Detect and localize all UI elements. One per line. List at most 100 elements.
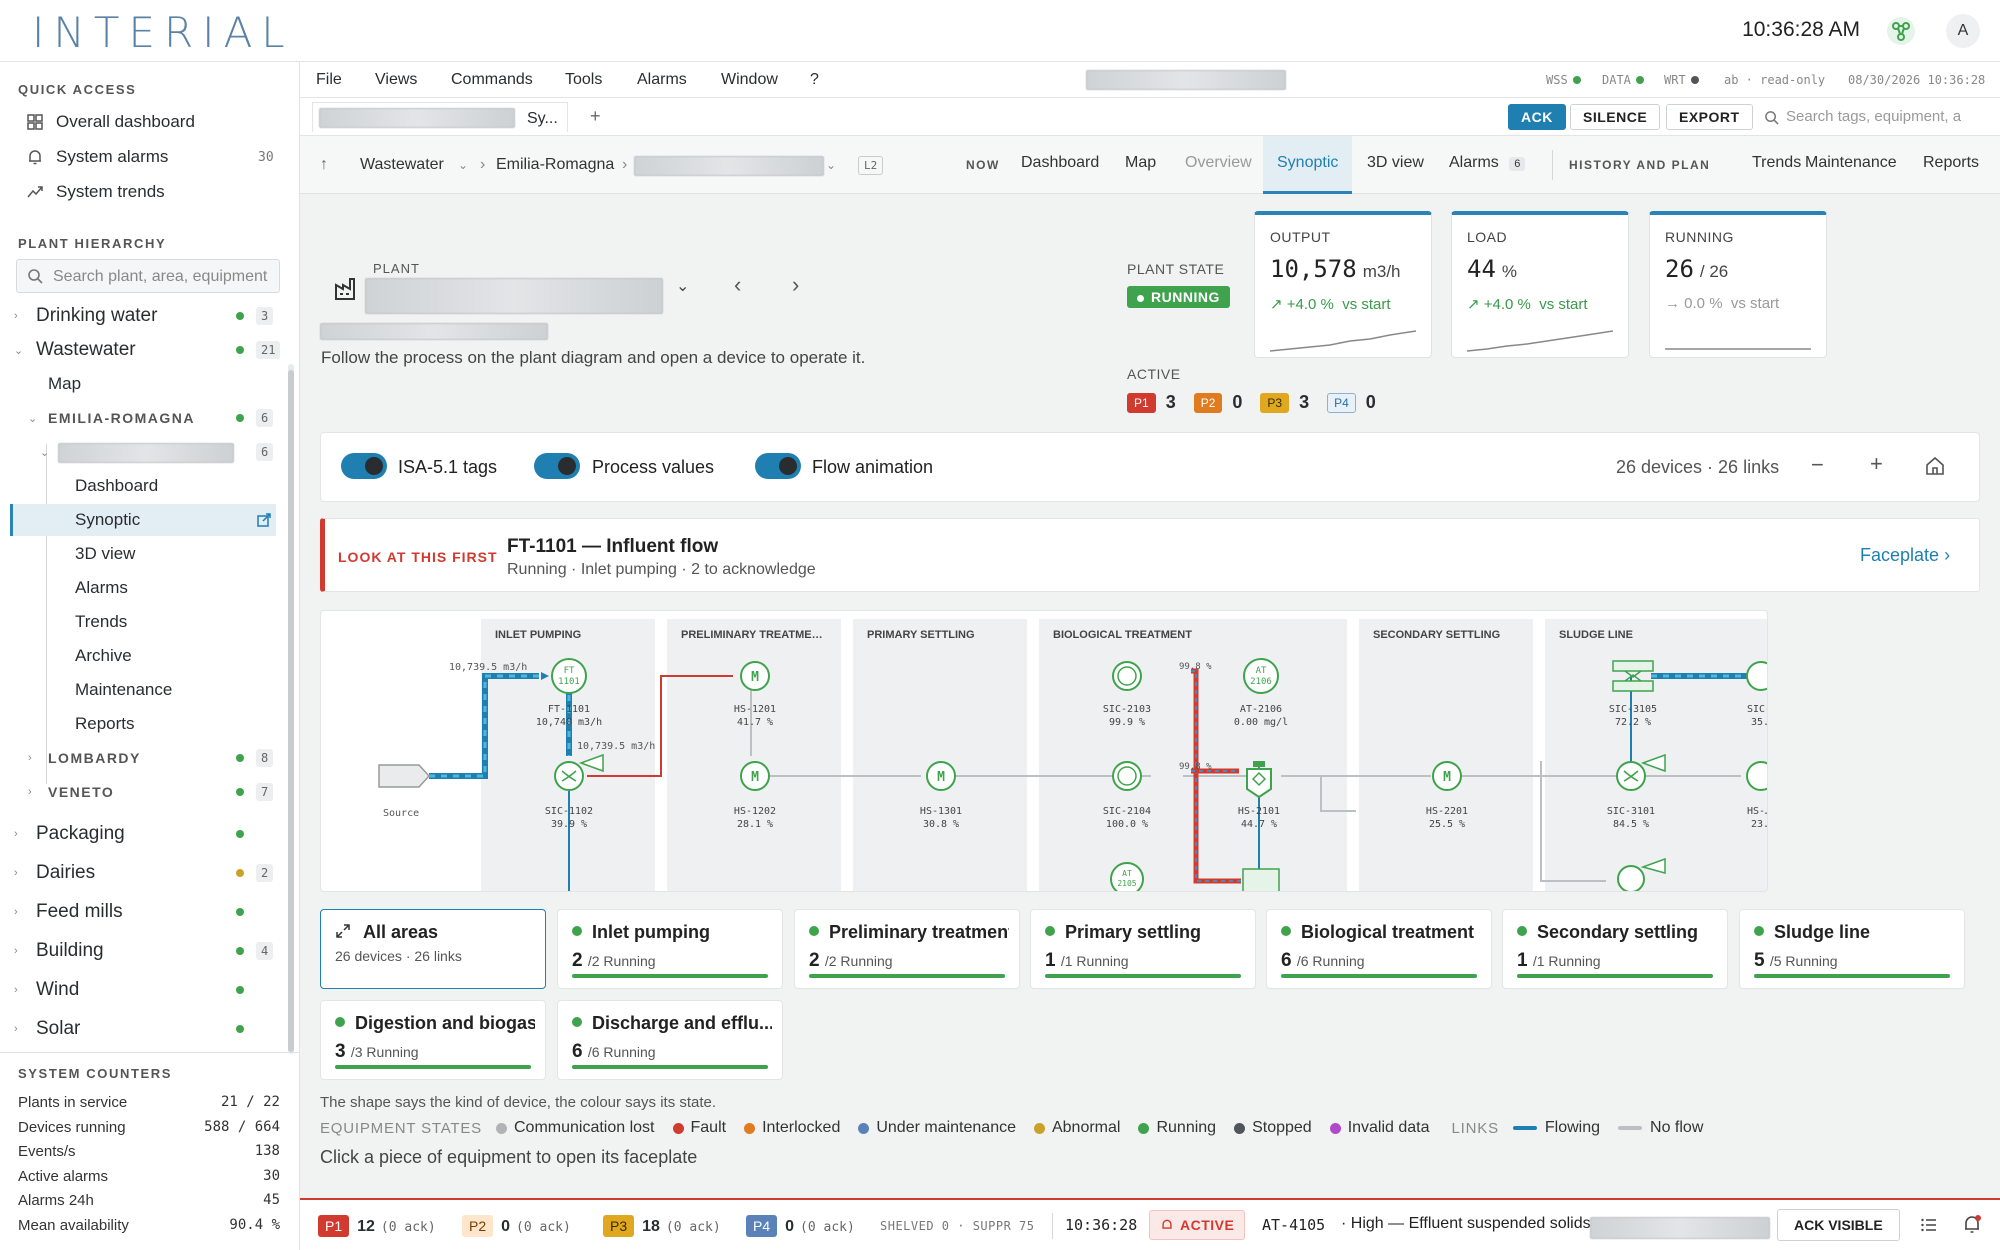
tree-feed-mills[interactable]: › Feed mills xyxy=(0,896,290,928)
tree-synoptic[interactable]: Synoptic xyxy=(10,504,276,536)
kpi-running[interactable]: RUNNING 26 / 26 → 0.0 % vs start xyxy=(1649,211,1827,358)
chevron-down-icon[interactable]: ⌄ xyxy=(826,158,837,172)
tree-alarms[interactable]: Alarms xyxy=(0,572,290,604)
device-hs-2101[interactable]: HS-2101 44.7 % xyxy=(1238,761,1280,830)
area-card[interactable]: Primary settling 1 /1 Running xyxy=(1030,909,1256,989)
menu-file[interactable]: File xyxy=(316,71,342,88)
device-hs-1202[interactable]: M HS-1202 28.1 % xyxy=(734,761,776,830)
export-button[interactable]: EXPORT xyxy=(1666,104,1753,130)
open-external-icon[interactable] xyxy=(257,513,271,527)
footer-priority[interactable]: P4 0 (0 ack) xyxy=(746,1215,855,1237)
tree-wastewater[interactable]: ⌄ Wastewater 21 xyxy=(0,334,290,366)
synoptic-canvas[interactable]: INLET PUMPING PRELIMINARY TREATME… PRIMA… xyxy=(321,611,1768,892)
menu-window[interactable]: Window xyxy=(721,71,778,88)
breadcrumb-emilia-romagna[interactable]: Emilia-Romagna xyxy=(496,156,615,173)
priority-badge[interactable]: P2 xyxy=(1193,392,1223,413)
tab-reports[interactable]: Reports xyxy=(1923,154,1980,171)
device-hs-1201[interactable]: M HS-1201 41.7 % xyxy=(734,661,776,728)
tab-overview[interactable]: Overview xyxy=(1185,154,1252,171)
faceplate-link[interactable]: Faceplate › xyxy=(1860,545,1950,566)
alarm-tag[interactable]: AT-4105 xyxy=(1262,1216,1326,1234)
plant-search-input[interactable]: Search plant, area, equipment xyxy=(16,259,280,293)
zoom-out-button[interactable]: − xyxy=(1811,452,1824,477)
device-pump-sludge[interactable] xyxy=(1617,857,1666,892)
sidebar-scroll-thumb[interactable] xyxy=(288,370,294,1052)
device-sic-2103[interactable]: SIC-2103 99.9 % xyxy=(1103,661,1151,728)
add-tab-button[interactable]: + xyxy=(590,106,601,126)
attention-banner[interactable]: LOOK AT THIS FIRST FT-1101 — Influent fl… xyxy=(320,518,1980,592)
device-at-2106[interactable]: AT 2106 AT-2106 0.00 mg/l xyxy=(1234,658,1288,728)
device-hs-partial[interactable]: HS-… 23. xyxy=(1746,761,1768,830)
tree-drinking-water[interactable]: › Drinking water 3 xyxy=(0,300,290,332)
tab-maintenance[interactable]: Maintenance xyxy=(1805,154,1897,171)
device-sic-2104[interactable]: SIC-2104 100.0 % xyxy=(1103,761,1151,830)
footer-priority[interactable]: P2 0 (0 ack) xyxy=(462,1215,571,1237)
footer-priority[interactable]: P3 18 (0 ack) xyxy=(603,1215,721,1237)
menu-tools[interactable]: Tools xyxy=(565,71,603,88)
tab-3d-view[interactable]: 3D view xyxy=(1367,154,1424,171)
area-card[interactable]: Secondary settling 1 /1 Running xyxy=(1502,909,1728,989)
plant-synoptic-diagram[interactable]: INLET PUMPING PRELIMINARY TREATME… PRIMA… xyxy=(320,610,1768,892)
document-tab[interactable]: Sy... xyxy=(312,102,568,132)
user-avatar[interactable]: A xyxy=(1946,14,1980,48)
tree-solar[interactable]: › Solar xyxy=(0,1013,290,1045)
area-card[interactable]: Digestion and biogas 3 /3 Running xyxy=(320,1000,546,1080)
priority-badge[interactable]: P3 xyxy=(1260,392,1290,413)
device-sic-partial[interactable]: SIC-… 35. xyxy=(1746,661,1768,728)
menu-alarms[interactable]: Alarms xyxy=(637,71,687,88)
priority-badge[interactable]: P4 xyxy=(1327,392,1356,413)
device-hs-2201[interactable]: M HS-2201 25.5 % xyxy=(1426,761,1468,830)
tree-lombardy[interactable]: › LOMBARDY 8 xyxy=(0,742,290,774)
device-at-2105[interactable]: AT 2105 xyxy=(1110,862,1144,892)
ack-visible-button[interactable]: ACK VISIBLE xyxy=(1777,1209,1900,1241)
tree-3d-view[interactable]: 3D view xyxy=(0,538,290,570)
tree-dairies[interactable]: › Dairies 2 xyxy=(0,857,290,889)
isa-tags-toggle[interactable] xyxy=(341,453,387,479)
tree-veneto[interactable]: › VENETO 7 xyxy=(0,776,290,808)
tree-archive[interactable]: Archive xyxy=(0,640,290,672)
tree-building[interactable]: › Building 4 xyxy=(0,935,290,967)
notification-bell-icon[interactable] xyxy=(1962,1214,1982,1234)
breadcrumb-wastewater[interactable]: Wastewater xyxy=(360,156,444,173)
quick-access-overall-dashboard[interactable]: Overall dashboard xyxy=(26,112,195,132)
device-sic-3105[interactable]: SIC-3105 72.2 % xyxy=(1609,660,1657,728)
tree-dashboard[interactable]: Dashboard xyxy=(0,470,290,502)
redacted-breadcrumb[interactable] xyxy=(634,156,824,176)
ack-button[interactable]: ACK xyxy=(1508,104,1566,130)
zoom-in-button[interactable]: + xyxy=(1870,451,1883,476)
previous-plant-button[interactable]: ‹ xyxy=(734,272,742,297)
tree-plant-redacted[interactable]: ⌄ 6 xyxy=(0,436,290,468)
menu-commands[interactable]: Commands xyxy=(451,71,533,88)
next-plant-button[interactable]: › xyxy=(792,272,800,297)
tree-reports[interactable]: Reports xyxy=(0,708,290,740)
area-card[interactable]: Sludge line 5 /5 Running xyxy=(1739,909,1965,989)
kpi-output[interactable]: OUTPUT 10,578 m3/h ↗ +4.0 % vs start xyxy=(1254,211,1432,358)
flow-animation-toggle[interactable] xyxy=(755,453,801,479)
active-alarm-badge[interactable]: ACTIVE xyxy=(1149,1210,1246,1240)
tree-map[interactable]: Map xyxy=(0,368,290,400)
tab-dashboard[interactable]: Dashboard xyxy=(1021,154,1100,171)
area-card[interactable]: Preliminary treatment 2 /2 Running xyxy=(794,909,1020,989)
quick-access-system-trends[interactable]: System trends xyxy=(26,182,165,202)
area-card[interactable]: Discharge and efflu... 6 /6 Running xyxy=(557,1000,783,1080)
device-ft-1101[interactable]: FT 1101 FT-1101 10,740 m3/h xyxy=(536,658,602,728)
silence-button[interactable]: SILENCE xyxy=(1570,104,1661,130)
footer-priority[interactable]: P1 12 (0 ack) xyxy=(318,1215,436,1237)
area-card[interactable]: Inlet pumping 2 /2 Running xyxy=(557,909,783,989)
menu-views[interactable]: Views xyxy=(375,71,418,88)
tree-wind[interactable]: › Wind xyxy=(0,974,290,1006)
tab-synoptic[interactable]: Synoptic xyxy=(1263,136,1353,194)
chevron-down-icon[interactable]: ⌄ xyxy=(676,278,690,295)
device-sic-3101[interactable]: SIC-3101 84.5 % xyxy=(1607,753,1666,830)
priority-badge[interactable]: P1 xyxy=(1127,392,1156,413)
kpi-load[interactable]: LOAD 44% ↗ +4.0 % vs start xyxy=(1451,211,1629,358)
menu-help[interactable]: ? xyxy=(810,71,819,88)
plant-selector[interactable] xyxy=(320,255,355,300)
tree-maintenance[interactable]: Maintenance xyxy=(0,674,290,706)
area-card[interactable]: Biological treatment 6 /6 Running xyxy=(1266,909,1492,989)
tree-trends[interactable]: Trends xyxy=(0,606,290,638)
tab-map[interactable]: Map xyxy=(1125,154,1157,171)
source-shape[interactable] xyxy=(378,764,431,788)
tree-emilia-romagna[interactable]: ⌄ EMILIA-ROMAGNA 6 xyxy=(0,402,290,434)
process-values-toggle[interactable] xyxy=(534,453,580,479)
